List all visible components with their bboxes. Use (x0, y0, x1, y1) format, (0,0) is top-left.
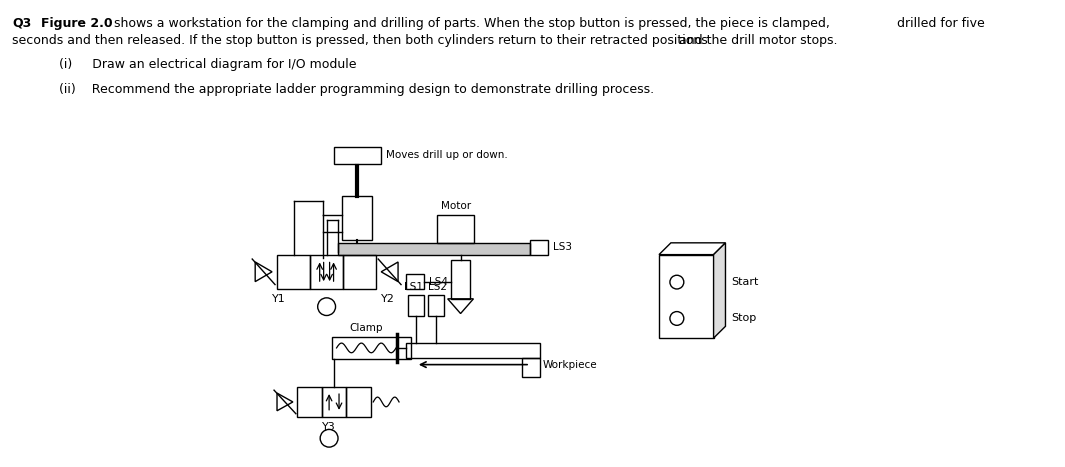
Circle shape (670, 311, 684, 325)
Polygon shape (714, 243, 725, 338)
Text: Stop: Stop (732, 313, 756, 324)
Text: seconds and then released. If the stop button is pressed, then both cylinders re: seconds and then released. If the stop b… (12, 34, 708, 47)
Bar (522, 358, 540, 377)
Text: Q3: Q3 (12, 17, 31, 30)
Text: Figure 2.0: Figure 2.0 (40, 17, 113, 30)
Text: Clamp: Clamp (349, 323, 383, 333)
Text: Start: Start (732, 277, 758, 287)
Circle shape (317, 298, 335, 316)
Circle shape (321, 430, 338, 447)
Circle shape (670, 275, 684, 289)
Text: LS4: LS4 (429, 276, 447, 287)
Bar (659, 255, 714, 338)
Text: and the drill motor stops.: and the drill motor stops. (678, 34, 837, 47)
Text: drilled for five: drilled for five (897, 17, 985, 30)
Bar (406, 274, 424, 289)
Bar (297, 387, 322, 417)
Bar (437, 215, 475, 243)
Bar (277, 255, 310, 289)
Text: Moves drill up or down.: Moves drill up or down. (387, 150, 508, 161)
Bar (450, 260, 471, 299)
Bar (428, 295, 444, 317)
Bar (338, 243, 530, 255)
Text: Y2: Y2 (381, 294, 395, 304)
Text: Y3: Y3 (323, 422, 335, 432)
Bar (322, 387, 346, 417)
Bar (406, 343, 540, 358)
Bar (530, 240, 547, 255)
Text: Workpiece: Workpiece (543, 360, 597, 369)
Bar (333, 147, 381, 164)
Text: LS2: LS2 (428, 282, 447, 292)
Polygon shape (659, 243, 725, 255)
Bar (343, 196, 373, 240)
Bar (343, 255, 376, 289)
Text: Motor: Motor (441, 201, 471, 212)
Bar (331, 337, 411, 359)
Text: (i)     Draw an electrical diagram for I/O module: (i) Draw an electrical diagram for I/O m… (59, 58, 356, 71)
Text: LS1: LS1 (405, 282, 424, 292)
Text: LS3: LS3 (553, 242, 572, 252)
Text: (ii)    Recommend the appropriate ladder programming design to demonstrate drill: (ii) Recommend the appropriate ladder pr… (59, 83, 654, 96)
Text: shows a workstation for the clamping and drilling of parts. When the stop button: shows a workstation for the clamping and… (111, 17, 831, 30)
Bar (408, 295, 424, 317)
Bar (346, 387, 372, 417)
Bar (310, 255, 343, 289)
Text: Y1: Y1 (272, 294, 285, 304)
